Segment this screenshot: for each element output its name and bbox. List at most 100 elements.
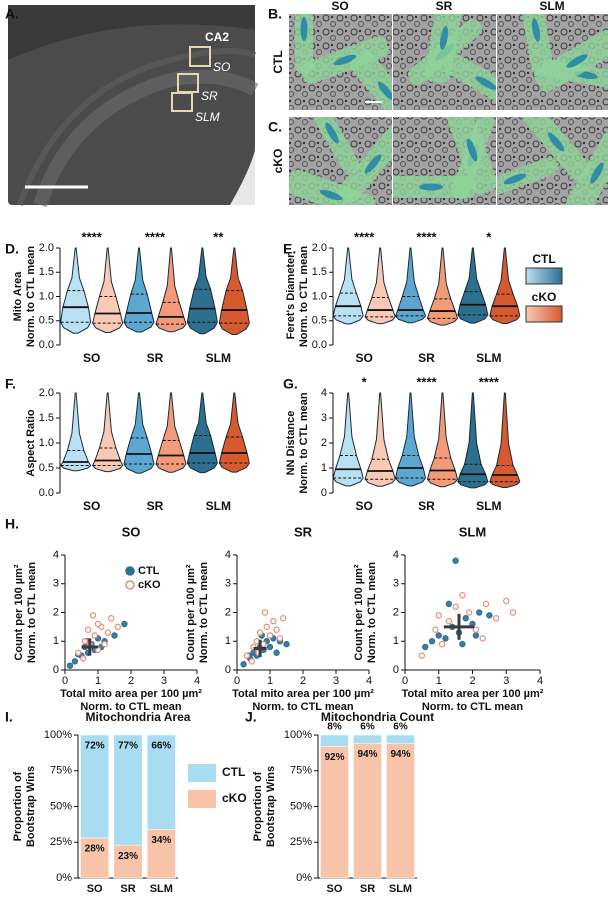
point xyxy=(476,609,483,616)
x-tick-label: 3 xyxy=(503,675,509,687)
mitochondrion xyxy=(547,132,565,152)
y-axis-label: Mito Area xyxy=(12,271,24,322)
y-axis-label: Proportion of xyxy=(12,771,24,841)
point xyxy=(101,640,108,648)
y-tick-label: 75% xyxy=(50,765,72,777)
value-label: 77% xyxy=(118,741,138,752)
y-tick-label: 4 xyxy=(53,549,59,561)
y-tick-label: 75% xyxy=(290,765,312,777)
x-tick-label: SR xyxy=(147,499,164,513)
point xyxy=(94,620,102,628)
em-image xyxy=(497,117,608,205)
point xyxy=(422,643,429,651)
mitochondrion xyxy=(503,173,527,185)
x-tick-label: SO xyxy=(355,351,372,365)
legend-label: cKO xyxy=(532,290,557,304)
chart-title: SLM xyxy=(459,524,486,539)
point xyxy=(280,615,287,622)
point xyxy=(509,609,517,616)
legend-swatch xyxy=(525,267,563,285)
significance: **** xyxy=(416,374,437,389)
panel-label: H. xyxy=(5,516,19,532)
x-tick-label: SLM xyxy=(206,499,231,513)
bar-segment xyxy=(146,829,176,879)
point xyxy=(261,609,269,616)
panel-bc: B. C. SO SR SLM CTL cKO xyxy=(268,0,565,173)
point xyxy=(89,612,97,619)
x-tick-label: 1 xyxy=(267,675,273,687)
mitochondrion xyxy=(300,17,308,41)
panel-label: B. xyxy=(268,6,282,22)
region-label: SO xyxy=(213,60,230,74)
point xyxy=(503,597,510,605)
legend-label: CTL xyxy=(222,765,245,779)
x-tick-label: 3 xyxy=(161,675,167,687)
x-tick-label: SLM xyxy=(206,351,231,365)
y-tick-label: 0 xyxy=(321,487,327,499)
y-tick-label: 2 xyxy=(321,437,327,449)
violin xyxy=(332,247,364,325)
bar-segment xyxy=(146,734,176,830)
panel-label: J. xyxy=(245,709,257,725)
roi-box xyxy=(171,92,193,112)
y-axis-label: Norm. to CTL mean xyxy=(26,562,38,664)
cell-layer xyxy=(17,48,257,206)
significance: * xyxy=(362,374,368,389)
significance: **** xyxy=(82,229,103,244)
legend-swatch xyxy=(525,305,563,323)
row-header: cKO xyxy=(271,149,285,174)
y-tick-label: 2.0 xyxy=(312,242,327,254)
point xyxy=(91,632,98,639)
y-tick-label: 1.0 xyxy=(39,437,54,449)
y-tick-label: 4 xyxy=(225,549,231,561)
x-tick-label: 2 xyxy=(469,675,475,687)
x-tick-label: 0 xyxy=(402,675,408,687)
violin xyxy=(394,392,427,487)
bar-segment xyxy=(80,734,110,839)
point xyxy=(479,635,486,642)
y-tick-label: 100% xyxy=(44,729,72,741)
cell-layer xyxy=(33,69,259,208)
panel-a: A. CA2 SO SR SLM xyxy=(5,5,259,208)
point xyxy=(81,638,89,645)
x-tick-label: 4 xyxy=(194,675,200,687)
violin xyxy=(155,247,187,333)
em-image xyxy=(497,14,608,110)
point xyxy=(442,635,449,642)
x-tick-label: SR xyxy=(360,883,375,895)
x-axis-label: Norm. to CTL mean xyxy=(422,701,524,713)
y-axis-label: Count per 100 µm² xyxy=(13,564,25,661)
y-tick-label: 0% xyxy=(56,872,72,884)
x-tick-label: SO xyxy=(83,499,100,513)
y-tick-label: 3 xyxy=(225,578,231,590)
x-tick-label: 1 xyxy=(95,675,101,687)
x-tick-label: 4 xyxy=(537,675,543,687)
panel-label: G. xyxy=(283,376,298,392)
point xyxy=(438,640,446,648)
significance: **** xyxy=(479,374,500,389)
bar-segment xyxy=(386,734,415,744)
mitochondrion xyxy=(325,122,339,144)
point xyxy=(79,655,87,662)
x-axis-label: Total mito area per 100 µm² xyxy=(402,688,544,700)
point xyxy=(111,632,118,639)
point xyxy=(243,652,251,659)
violin xyxy=(92,392,124,473)
panel-label: E. xyxy=(283,241,296,257)
x-axis-label: Norm. to CTL mean xyxy=(80,701,182,713)
slide-edge xyxy=(230,150,255,205)
violin xyxy=(218,392,250,473)
x-tick-label: SLM xyxy=(150,883,173,895)
value-label: 94% xyxy=(357,749,377,760)
region-label: CA2 xyxy=(205,30,229,44)
point xyxy=(256,629,264,636)
violin xyxy=(186,247,218,335)
y-tick-label: 0 xyxy=(53,664,59,676)
point xyxy=(273,649,280,656)
y-tick-label: 3 xyxy=(53,578,59,590)
x-tick-label: 2 xyxy=(300,675,306,687)
point xyxy=(445,600,453,608)
mitochondrion xyxy=(364,154,382,174)
point xyxy=(276,635,284,642)
